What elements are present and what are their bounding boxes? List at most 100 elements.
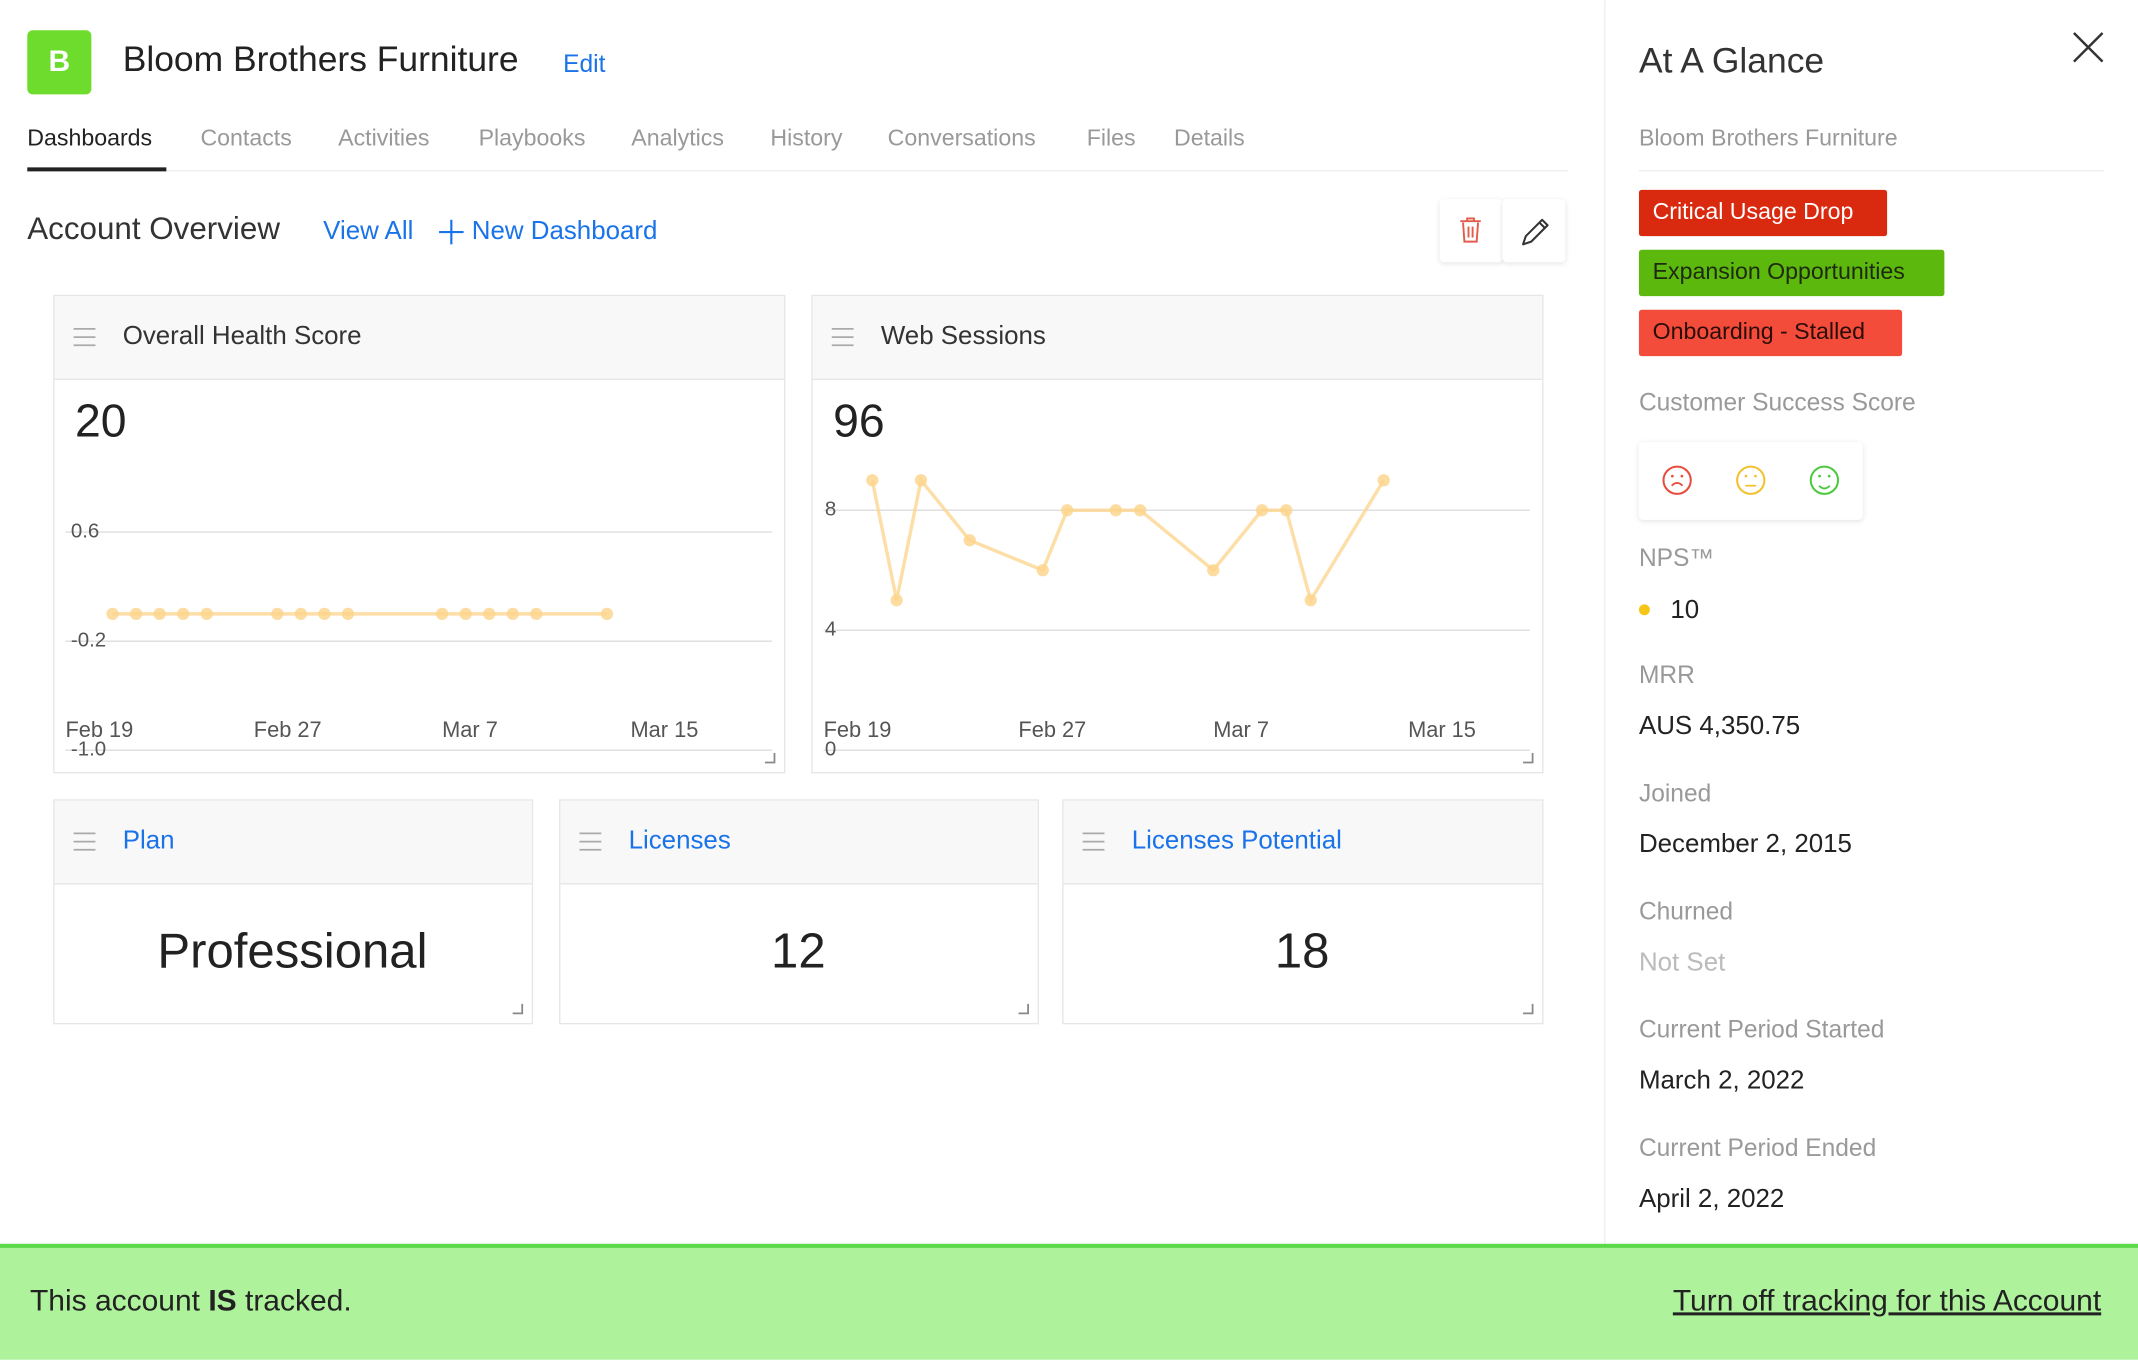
card-header bbox=[54, 296, 785, 380]
tag bbox=[1638, 309, 1903, 357]
field-label: Joined bbox=[1639, 780, 1711, 807]
sidebar-account: Bloom Brothers Furniture bbox=[1639, 124, 1898, 150]
field-label: MRR bbox=[1639, 662, 1695, 689]
card-title[interactable]: Licenses bbox=[629, 826, 731, 854]
data-point bbox=[341, 607, 355, 621]
data-point bbox=[914, 474, 928, 487]
card-title[interactable]: Licenses Potential bbox=[1132, 826, 1342, 854]
x-tick-label: Feb 19 bbox=[65, 717, 133, 742]
nps-value: 10 bbox=[1670, 596, 1699, 624]
field-value: AUS 4,350.75 bbox=[1639, 712, 1800, 740]
banner bbox=[0, 1243, 2138, 1360]
tab[interactable]: History bbox=[770, 124, 842, 150]
new-dashboard-link[interactable]: New Dashboard bbox=[472, 217, 658, 245]
y-tick-label: -1.0 bbox=[71, 738, 106, 761]
y-tick-label: -0.2 bbox=[71, 629, 106, 652]
data-point bbox=[506, 607, 519, 621]
trash-icon bbox=[1460, 217, 1481, 243]
tab[interactable]: Contacts bbox=[200, 124, 291, 150]
data-point bbox=[600, 607, 614, 621]
avatar bbox=[27, 30, 92, 95]
chart-value: 20 bbox=[75, 395, 127, 447]
field-label: Churned bbox=[1639, 899, 1733, 926]
resize-handle bbox=[1523, 752, 1534, 764]
edit-button[interactable] bbox=[1502, 199, 1566, 263]
data-point bbox=[1255, 504, 1269, 517]
tab[interactable]: Analytics bbox=[631, 124, 724, 150]
view-all-link[interactable]: View All bbox=[323, 217, 413, 245]
chart-title: Web Sessions bbox=[881, 322, 1046, 350]
tab[interactable]: Details bbox=[1174, 124, 1245, 150]
x-tick-label: Feb 27 bbox=[254, 717, 322, 742]
data-point bbox=[890, 594, 903, 607]
card-title[interactable]: Plan bbox=[123, 826, 175, 854]
field-value: Not Set bbox=[1639, 948, 1725, 976]
data-point bbox=[271, 607, 284, 621]
delete-button[interactable] bbox=[1439, 199, 1503, 263]
account-title: Bloom Brothers Furniture bbox=[123, 39, 519, 79]
chart-value: 96 bbox=[833, 395, 885, 447]
face-eye bbox=[1680, 474, 1684, 478]
data-point bbox=[294, 607, 308, 621]
face-mouth bbox=[1818, 485, 1831, 490]
card-value: 12 bbox=[771, 925, 826, 979]
pencil-icon bbox=[1522, 218, 1549, 246]
score-face[interactable] bbox=[1736, 465, 1766, 495]
field-value: March 2, 2022 bbox=[1639, 1067, 1805, 1095]
card-header bbox=[1063, 800, 1543, 884]
x-tick-label: Mar 7 bbox=[1213, 717, 1269, 742]
tab[interactable]: Activities bbox=[338, 124, 429, 150]
x-tick-label: Mar 15 bbox=[630, 717, 698, 742]
resize-handle bbox=[764, 752, 776, 764]
tag-label: Onboarding - Stalled bbox=[1653, 318, 1865, 344]
card-header bbox=[812, 296, 1543, 380]
drag-handle bbox=[831, 328, 854, 347]
data-point bbox=[200, 607, 213, 621]
score-face[interactable] bbox=[1809, 465, 1840, 495]
data-point bbox=[106, 607, 119, 621]
x-tick-label: Feb 19 bbox=[824, 717, 892, 742]
field-value: April 2, 2022 bbox=[1639, 1185, 1784, 1213]
tab[interactable]: Conversations bbox=[888, 124, 1036, 150]
score-face[interactable] bbox=[1662, 465, 1692, 495]
card-value: Professional bbox=[157, 925, 427, 979]
sidebar-title: At A Glance bbox=[1639, 40, 1824, 80]
y-tick-label: 4 bbox=[825, 618, 836, 641]
card-header bbox=[54, 800, 532, 884]
field-value: December 2, 2015 bbox=[1639, 830, 1852, 858]
data-point bbox=[129, 607, 143, 621]
nps-dot bbox=[1638, 604, 1650, 616]
data-point bbox=[1377, 474, 1390, 487]
resize-handle bbox=[1523, 1003, 1534, 1015]
tag bbox=[1638, 249, 1945, 297]
data-point bbox=[177, 607, 190, 621]
edit-link[interactable]: Edit bbox=[563, 51, 605, 78]
face-eye bbox=[1754, 474, 1757, 478]
face-eye bbox=[1818, 474, 1821, 478]
plus-icon bbox=[439, 219, 464, 245]
avatar-letter: B bbox=[48, 45, 70, 78]
card-value: 18 bbox=[1275, 925, 1330, 979]
y-tick-label: 0 bbox=[825, 738, 836, 761]
card-header bbox=[560, 800, 1038, 884]
data-point bbox=[1134, 504, 1147, 517]
nps-label: NPS™ bbox=[1639, 545, 1714, 572]
data-point bbox=[1036, 564, 1049, 577]
close-icon[interactable] bbox=[2073, 32, 2104, 63]
tracking-link[interactable]: Turn off tracking for this Account bbox=[1673, 1284, 2102, 1317]
field-label: Current Period Ended bbox=[1639, 1135, 1876, 1162]
data-point bbox=[530, 607, 543, 621]
data-point bbox=[1207, 564, 1220, 577]
tag bbox=[1638, 189, 1888, 237]
tab[interactable]: Playbooks bbox=[479, 124, 586, 150]
x-tick-label: Mar 15 bbox=[1408, 717, 1476, 742]
data-point bbox=[1304, 594, 1317, 607]
face-eye bbox=[1827, 474, 1831, 478]
data-point bbox=[153, 607, 166, 621]
y-tick-label: 0.6 bbox=[71, 519, 99, 542]
tab[interactable]: Dashboards bbox=[27, 124, 152, 150]
section-title: Account Overview bbox=[27, 211, 280, 246]
data-point bbox=[483, 607, 496, 621]
tab[interactable]: Files bbox=[1087, 124, 1136, 150]
